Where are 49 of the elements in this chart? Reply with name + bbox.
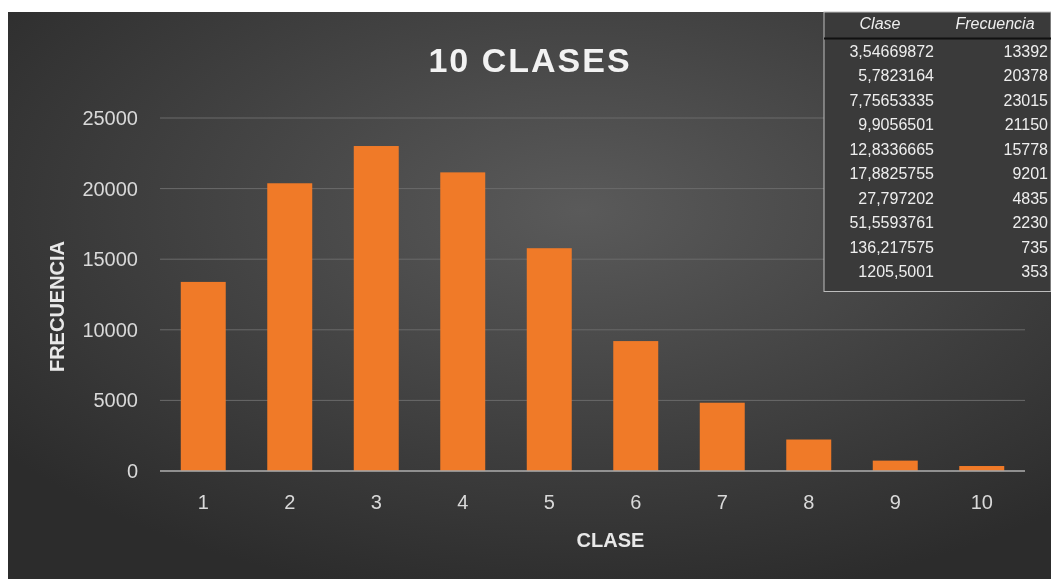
text: 7,75653335 bbox=[849, 91, 935, 109]
annotation: 353 bbox=[1021, 263, 1049, 280]
bar bbox=[440, 172, 486, 471]
text: 20378 bbox=[1003, 67, 1049, 84]
text: 23015 bbox=[1003, 91, 1049, 109]
y-tick-label: 0 bbox=[126, 460, 138, 482]
bar bbox=[526, 248, 572, 471]
x-tick-label: 7 bbox=[716, 491, 728, 513]
annotation: 12,8336665 bbox=[849, 140, 935, 158]
text: Clase bbox=[859, 15, 901, 32]
annotation: 2230 bbox=[1012, 214, 1049, 231]
x-tick-label: 4 bbox=[457, 491, 469, 513]
x-tick-label: 10 bbox=[970, 491, 993, 513]
annotation: 27,797202 bbox=[858, 189, 935, 207]
annotation: 9,9056501 bbox=[858, 116, 935, 133]
bar bbox=[699, 402, 745, 471]
bar bbox=[353, 146, 399, 471]
text: Frecuencia bbox=[955, 15, 1035, 32]
bar bbox=[267, 183, 313, 471]
bar bbox=[613, 341, 659, 471]
y-tick-label: 15000 bbox=[82, 248, 138, 271]
annotation: 9201 bbox=[1012, 165, 1049, 182]
y-tick-label: 5000 bbox=[93, 389, 138, 412]
annotation: 735 bbox=[1021, 238, 1049, 256]
annotation: 15778 bbox=[1003, 140, 1049, 158]
x-tick-label: 9 bbox=[889, 491, 901, 513]
x-tick-label: 2 bbox=[284, 491, 296, 513]
bar bbox=[180, 281, 226, 471]
x-tick-label: 8 bbox=[803, 491, 815, 513]
text: 13392 bbox=[1003, 42, 1049, 60]
y-tick-label: 10000 bbox=[82, 318, 138, 341]
text: 3,54669872 bbox=[849, 42, 935, 60]
y-tick-label: 25000 bbox=[82, 107, 138, 129]
bar bbox=[786, 439, 832, 471]
y-tick-label: 20000 bbox=[82, 177, 138, 200]
annotation: 4835 bbox=[1012, 189, 1049, 207]
annotation: 136,217575 bbox=[849, 238, 935, 256]
x-tick-label: 5 bbox=[543, 491, 555, 513]
x-tick-label: 6 bbox=[630, 491, 642, 513]
x-axis-title: CLASE bbox=[576, 529, 645, 551]
annotation: 51,5593761 bbox=[849, 214, 935, 231]
y-axis-title: FRECUENCIA bbox=[46, 240, 68, 373]
chart-title: 10 CLASES bbox=[428, 41, 632, 79]
annotation: 1205,5001 bbox=[858, 263, 935, 280]
annotation: 21150 bbox=[1004, 116, 1049, 133]
text: 5,7823164 bbox=[858, 67, 935, 84]
x-tick-label: 3 bbox=[370, 491, 382, 513]
annotation: 17,8825755 bbox=[849, 165, 935, 182]
x-tick-label: 1 bbox=[197, 491, 209, 513]
